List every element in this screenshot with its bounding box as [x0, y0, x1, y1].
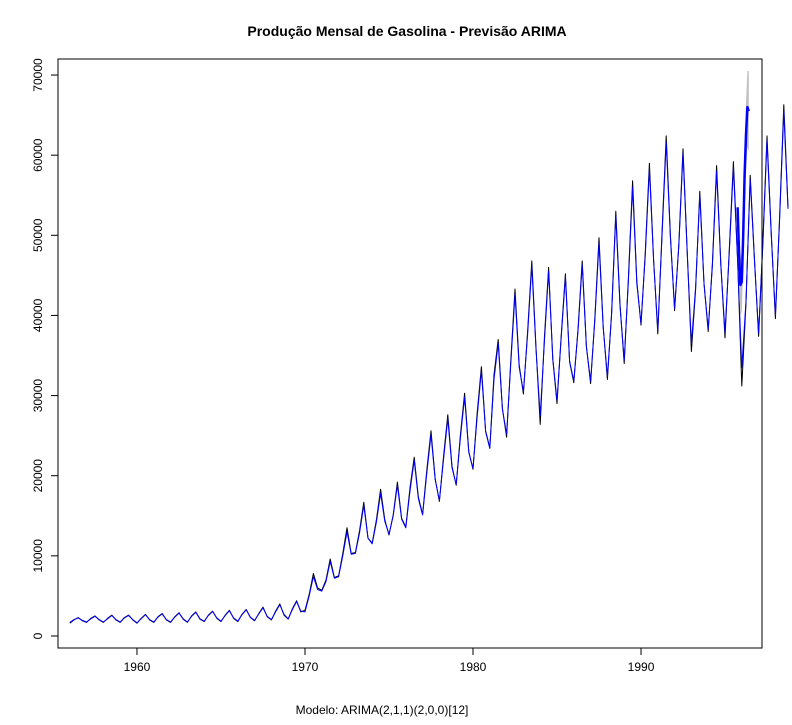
observed-series-line: [69, 104, 789, 624]
y-tick-label: 10000: [31, 539, 45, 573]
y-tick-label: 30000: [31, 379, 45, 413]
x-axis: 1960 1970 1980 1990: [124, 647, 655, 674]
forecast-mean-line: [736, 105, 750, 287]
chart-caption: Modelo: ARIMA(2,1,1)(2,0,0)[12]: [296, 703, 469, 717]
y-tick-label: 70000: [31, 58, 45, 92]
plot-area: [69, 71, 789, 624]
x-tick-label: 1980: [460, 660, 487, 674]
y-tick-label: 50000: [31, 218, 45, 252]
chart-title: Produção Mensal de Gasolina - Previsão A…: [247, 23, 566, 39]
plot-frame: [57, 58, 763, 649]
y-tick-label: 0: [31, 632, 45, 639]
y-axis: 0 10000 20000 30000 40000 50000 60000 70000: [31, 58, 59, 639]
y-tick-label: 20000: [31, 459, 45, 493]
x-tick-label: 1960: [124, 660, 151, 674]
fitted-series-line: [69, 110, 789, 624]
y-tick-label: 40000: [31, 298, 45, 332]
x-tick-label: 1970: [292, 660, 319, 674]
y-tick-label: 60000: [31, 138, 45, 172]
x-tick-label: 1990: [628, 660, 655, 674]
